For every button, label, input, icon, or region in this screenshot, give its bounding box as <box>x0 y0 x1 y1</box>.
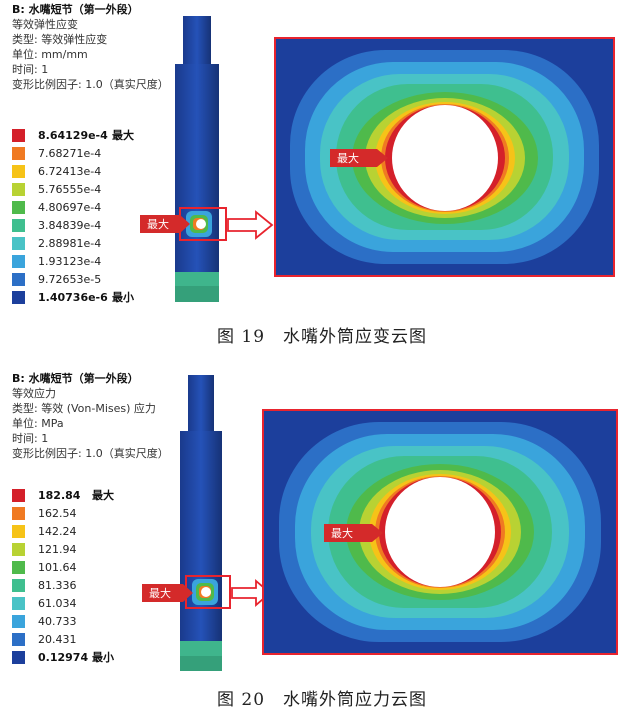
legend-swatch <box>12 291 25 304</box>
legend-swatch <box>12 615 25 628</box>
legend-row: 61.034 <box>12 596 182 611</box>
legend-swatch <box>12 255 25 268</box>
legend-value: 2.88981e-4 <box>38 237 102 250</box>
model-graphics: 最大 最大 <box>140 16 615 302</box>
max-label-zoom: 最大 <box>331 526 353 540</box>
legend-value: 1.93123e-4 <box>38 255 102 268</box>
legend-swatch <box>12 147 25 160</box>
legend-row: 5.76555e-4 <box>12 182 182 197</box>
legend-row: 81.336 <box>12 578 182 593</box>
legend-row: 6.72413e-4 <box>12 164 182 179</box>
result-kind: 类型: 等效弹性应变 <box>12 33 108 46</box>
legend-row: 4.80697e-4 <box>12 200 182 215</box>
legend-tag: 最小 <box>112 291 134 304</box>
legend-row: 142.24 <box>12 524 182 539</box>
result-scale: 变形比例因子: 1.0（真实尺度） <box>12 78 169 91</box>
legend-row: 121.94 <box>12 542 182 557</box>
legend-swatch <box>12 543 25 556</box>
max-marker-zoom: 最大 <box>324 524 383 542</box>
legend-value: 40.733 <box>38 615 77 628</box>
result-unit: 单位: MPa <box>12 417 64 430</box>
legend-row: 20.431 <box>12 632 182 647</box>
legend-row: 9.72653e-5 <box>12 272 182 287</box>
legend-swatch <box>12 507 25 520</box>
legend-swatch <box>12 597 25 610</box>
legend-swatch <box>12 219 25 232</box>
legend-value: 1.40736e-6 <box>38 291 108 304</box>
legend-tag: 最大 <box>112 129 134 142</box>
legend-row: 3.84839e-4 <box>12 218 182 233</box>
legend-row: 1.93123e-4 <box>12 254 182 269</box>
max-marker-zoom: 最大 <box>330 149 388 167</box>
result-type: 等效弹性应变 <box>12 18 78 31</box>
legend-value: 4.80697e-4 <box>38 201 102 214</box>
legend-row: 8.64129e-4 最大 <box>12 128 182 143</box>
legend-value: 0.12974 <box>38 651 89 664</box>
legend-swatch <box>12 633 25 646</box>
legend-swatch <box>12 165 25 178</box>
legend-value: 121.94 <box>38 543 77 556</box>
result-time: 时间: 1 <box>12 432 49 445</box>
legend-value: 162.54 <box>38 507 77 520</box>
legend-value: 3.84839e-4 <box>38 219 102 232</box>
result-type: 等效应力 <box>12 387 56 400</box>
legend-swatch <box>12 201 25 214</box>
legend-row: 40.733 <box>12 614 182 629</box>
legend-row: 0.12974 最小 <box>12 650 182 665</box>
max-label-zoom: 最大 <box>337 151 359 165</box>
legend-swatch <box>12 579 25 592</box>
result-info: B: 水嘴短节（第一外段） 等效应力 类型: 等效 (Von-Mises) 应力… <box>12 371 169 461</box>
max-marker-small: 最大 <box>142 584 193 602</box>
legend-value: 182.84 <box>38 489 81 502</box>
legend-swatch <box>12 129 25 142</box>
legend-row: 162.54 <box>12 506 182 521</box>
tube-model <box>180 375 231 671</box>
legend-swatch <box>12 183 25 196</box>
legend-swatch <box>12 273 25 286</box>
max-label-small: 最大 <box>147 217 169 231</box>
legend-value: 81.336 <box>38 579 77 592</box>
legend-row: 101.64 <box>12 560 182 575</box>
max-marker-small: 最大 <box>140 215 190 233</box>
result-time: 时间: 1 <box>12 63 49 76</box>
legend-value: 20.431 <box>38 633 77 646</box>
legend-swatch <box>12 525 25 538</box>
legend-value: 61.034 <box>38 597 77 610</box>
result-kind: 类型: 等效 (Von-Mises) 应力 <box>12 402 156 415</box>
legend-swatch <box>12 237 25 250</box>
model-graphics: 最大 最大 <box>142 375 618 671</box>
legend-value: 8.64129e-4 <box>38 129 108 142</box>
zoom-contour-plot <box>274 37 615 277</box>
result-title: B: 水嘴短节（第一外段） <box>12 3 139 16</box>
figure-19: B: 水嘴短节（第一外段） 等效弹性应变 类型: 等效弹性应变 单位: mm/m… <box>0 0 644 360</box>
legend-row: 1.40736e-6 最小 <box>12 290 182 305</box>
result-info: B: 水嘴短节（第一外段） 等效弹性应变 类型: 等效弹性应变 单位: mm/m… <box>12 2 169 92</box>
legend-value: 9.72653e-5 <box>38 273 102 286</box>
max-label-small: 最大 <box>149 586 171 600</box>
tube-model <box>175 16 227 302</box>
legend-swatch <box>12 489 25 502</box>
legend-value: 6.72413e-4 <box>38 165 102 178</box>
legend-swatch <box>12 651 25 664</box>
legend-tag: 最小 <box>92 651 114 664</box>
legend-value: 7.68271e-4 <box>38 147 102 160</box>
zoom-contour-plot <box>262 409 618 655</box>
legend-value: 101.64 <box>38 561 77 574</box>
result-scale: 变形比例因子: 1.0（真实尺度） <box>12 447 169 460</box>
result-unit: 单位: mm/mm <box>12 48 88 61</box>
legend-row: 182.84 最大 <box>12 488 182 503</box>
legend-swatch <box>12 561 25 574</box>
result-title: B: 水嘴短节（第一外段） <box>12 372 139 385</box>
zoom-arrow <box>227 210 274 240</box>
figure-20: B: 水嘴短节（第一外段） 等效应力 类型: 等效 (Von-Mises) 应力… <box>0 365 644 724</box>
legend-row: 2.88981e-4 <box>12 236 182 251</box>
legend-row: 7.68271e-4 <box>12 146 182 161</box>
figure-caption: 图 20 水嘴外筒应力云图 <box>216 690 428 710</box>
legend-value: 142.24 <box>38 525 77 538</box>
legend-tag: 最大 <box>92 489 114 502</box>
legend-value: 5.76555e-4 <box>38 183 102 196</box>
figure-caption: 图 19 水嘴外筒应变云图 <box>216 327 428 347</box>
